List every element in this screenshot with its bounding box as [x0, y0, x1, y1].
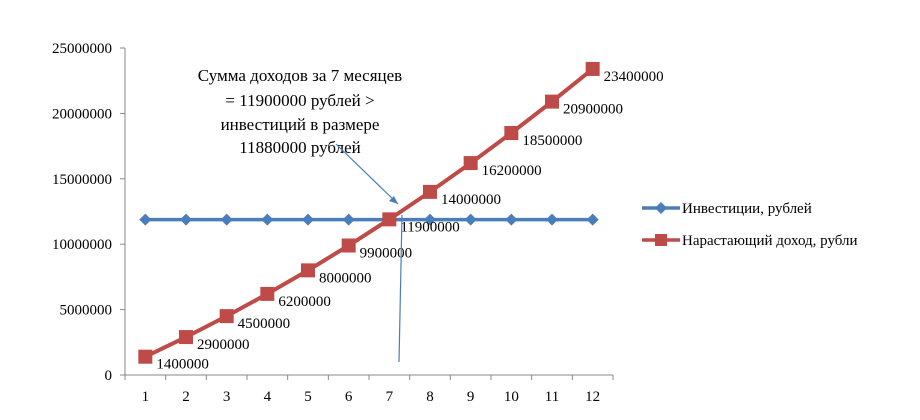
series-1-point	[342, 213, 355, 226]
x-tick-label: 4	[264, 389, 272, 405]
series-1-point	[180, 213, 192, 226]
x-tick-label: 12	[585, 389, 600, 405]
y-tick-label: 0	[105, 368, 113, 384]
x-tick-label: 11	[545, 389, 559, 405]
annotation-line-2: = 11900000 рублей >	[225, 91, 374, 110]
series-1-point	[220, 213, 233, 226]
data-label: 2900000	[197, 337, 250, 353]
legend-item-income: Нарастающий доход, рубли	[642, 233, 858, 249]
series-2-point	[260, 286, 275, 301]
series-2-point	[301, 263, 315, 278]
series-2-point	[585, 61, 600, 76]
series-1-point	[261, 213, 274, 226]
data-label: 1400000	[156, 357, 209, 373]
y-tick-label: 5000000	[60, 303, 113, 319]
legend-marker-investments	[655, 202, 667, 214]
series-2-point	[423, 184, 437, 199]
y-tick-label: 10000000	[52, 237, 112, 253]
axes: 0 5000000 10000000 15000000 20000000 25000000…	[52, 41, 614, 405]
x-tick-label: 7	[386, 389, 394, 405]
data-label: 6200000	[278, 294, 331, 310]
x-tick-label: 2	[182, 389, 190, 405]
series-2-point	[219, 309, 234, 324]
x-tick-label: 8	[426, 389, 434, 405]
annotation-arrow	[335, 143, 399, 205]
data-label: 18500000	[522, 133, 582, 149]
annotation-arrowhead	[389, 196, 398, 204]
legend-label-investments: Инвестиции, рублей	[682, 201, 812, 217]
legend: Инвестиции, рублей Нарастающий доход, ру…	[642, 201, 858, 249]
series-1-point	[505, 213, 518, 226]
x-tick-label: 1	[142, 389, 150, 405]
legend-item-investments: Инвестиции, рублей	[642, 201, 812, 217]
series-1-point	[546, 213, 558, 226]
series-line-2	[144, 67, 594, 359]
x-tick-label: 6	[345, 389, 353, 405]
series-1-point	[139, 213, 152, 226]
x-tick-label: 10	[504, 389, 519, 405]
x-tick-label: 9	[467, 389, 475, 405]
series-2-point	[463, 156, 478, 171]
legend-marker-income	[655, 234, 667, 246]
data-label: 16200000	[482, 163, 542, 179]
series-2-point	[382, 212, 397, 227]
annotation-line-4: 11880000 рублей	[239, 138, 361, 157]
data-label: 8000000	[319, 270, 372, 286]
series-2-point	[341, 238, 356, 253]
legend-label-income: Нарастающий доход, рубли	[682, 233, 858, 249]
annotation-line-3: инвестиций в размере	[221, 115, 380, 134]
y-tick-label: 15000000	[52, 172, 112, 188]
y-tick-label: 20000000	[52, 106, 112, 122]
data-label: 14000000	[441, 192, 501, 208]
data-label: 11900000	[400, 219, 459, 235]
chart-marks	[138, 61, 600, 364]
data-labels: 1400000 2900000 4500000 6200000 8000000 99000…	[156, 69, 663, 373]
series-2-point	[138, 349, 153, 364]
series-1-point	[586, 213, 599, 226]
x-tick-label: 5	[304, 389, 312, 405]
data-label: 20900000	[563, 102, 623, 118]
series-1-point	[424, 213, 436, 226]
data-label: 4500000	[238, 316, 291, 332]
annotation-vertical-line	[398, 214, 403, 363]
data-label: 23400000	[604, 69, 664, 85]
annotation: Сумма доходов за 7 месяцев = 11900000 ру…	[198, 66, 403, 363]
series-2-point	[179, 330, 193, 345]
series-1-point	[302, 213, 314, 226]
series-1-point	[464, 213, 477, 226]
y-tick-label: 25000000	[52, 41, 112, 57]
x-tick-label: 3	[223, 389, 231, 405]
annotation-line-1: Сумма доходов за 7 месяцев	[198, 66, 402, 85]
series-2-point	[545, 94, 559, 109]
data-label: 9900000	[360, 246, 413, 262]
series-2-point	[504, 126, 519, 141]
